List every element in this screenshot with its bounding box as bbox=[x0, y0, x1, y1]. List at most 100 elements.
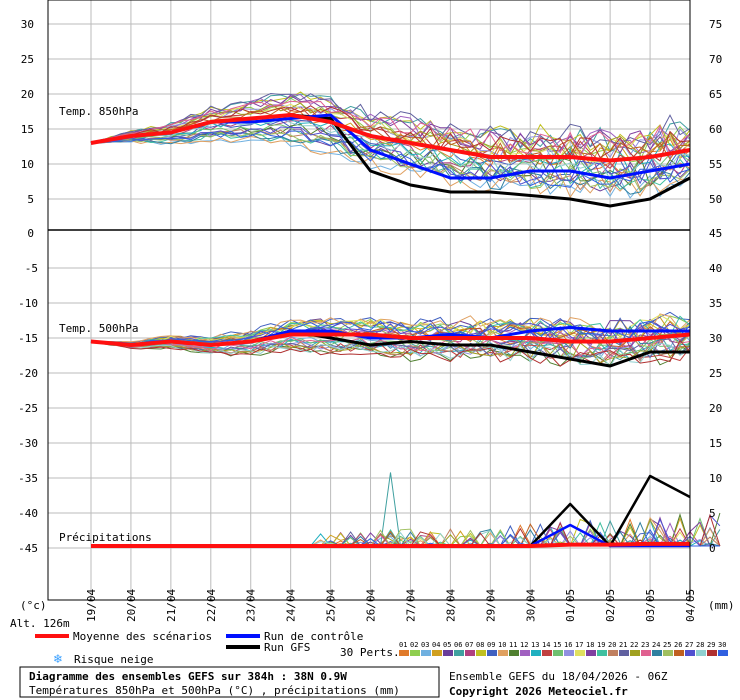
member-line-850 bbox=[90, 100, 691, 156]
y-tick-left-850: 15 bbox=[21, 123, 34, 136]
pert-legend-swatch bbox=[564, 650, 574, 656]
pert-legend-swatch bbox=[542, 650, 552, 656]
altitude-label: Alt. 126m bbox=[10, 617, 70, 630]
date-tick-label: 01/05 bbox=[564, 589, 577, 622]
pert-legend-swatch bbox=[663, 650, 673, 656]
date-tick-label: 27/04 bbox=[404, 589, 417, 622]
pert-legend-swatch bbox=[608, 650, 618, 656]
pert-legend-swatch bbox=[465, 650, 475, 656]
pert-legend-swatch bbox=[619, 650, 629, 656]
member-line-850 bbox=[90, 103, 691, 163]
pert-legend-swatch bbox=[487, 650, 497, 656]
member-line-500 bbox=[90, 339, 691, 367]
y-tick-right-500: 20 bbox=[709, 402, 722, 415]
legend-control-label: Run de contrôle bbox=[264, 630, 363, 643]
panel-label-850: Temp. 850hPa bbox=[59, 105, 138, 118]
y-tick-right-500: 30 bbox=[709, 332, 722, 345]
mean-line-precip bbox=[91, 541, 690, 548]
pert-legend-label: 26 bbox=[674, 641, 682, 649]
member-line-850 bbox=[90, 119, 691, 182]
date-tick-label: 21/04 bbox=[165, 589, 178, 622]
pert-legend-label: 14 bbox=[542, 641, 550, 649]
pert-legend-swatch bbox=[520, 650, 530, 656]
member-line-850 bbox=[90, 119, 691, 180]
pert-legend-label: 08 bbox=[476, 641, 484, 649]
pert-legend-swatch bbox=[696, 650, 706, 656]
footer-box bbox=[19, 666, 440, 698]
pert-legend-swatch bbox=[410, 650, 420, 656]
pert-legend-label: 25 bbox=[663, 641, 671, 649]
y-tick-right-500: 15 bbox=[709, 437, 722, 450]
pert-legend-label: 09 bbox=[487, 641, 495, 649]
y-tick-left-850: 25 bbox=[21, 53, 34, 66]
unit-left: (°c) bbox=[20, 599, 47, 612]
date-tick-label: 26/04 bbox=[365, 589, 378, 622]
date-tick-label: 20/04 bbox=[125, 589, 138, 622]
y-tick-right-850: 50 bbox=[709, 193, 722, 206]
footer-subtitle: Températures 850hPa et 500hPa (°C) , pré… bbox=[29, 684, 400, 697]
y-tick-left-500: -30 bbox=[18, 437, 38, 450]
y-tick-left-850: 0 bbox=[27, 227, 34, 240]
y-tick-right-500: 35 bbox=[709, 297, 722, 310]
legend-perts-label: 30 Perts. bbox=[340, 646, 400, 659]
footer-run: Ensemble GEFS du 18/04/2026 - 06Z bbox=[449, 670, 668, 683]
pert-legend-label: 06 bbox=[454, 641, 462, 649]
pert-legend-label: 16 bbox=[564, 641, 572, 649]
pert-legend-swatch bbox=[597, 650, 607, 656]
pert-legend-swatch bbox=[575, 650, 585, 656]
y-tick-right-500: 0 bbox=[709, 542, 716, 555]
pert-legend-swatch bbox=[630, 650, 640, 656]
legend-snow-label: Risque neige bbox=[74, 653, 153, 666]
pert-legend-label: 21 bbox=[619, 641, 627, 649]
y-tick-left-500: -40 bbox=[18, 507, 38, 520]
y-tick-left-500: -25 bbox=[18, 402, 38, 415]
date-tick-label: 23/04 bbox=[245, 589, 258, 622]
pert-legend-label: 11 bbox=[509, 641, 517, 649]
pert-legend-label: 19 bbox=[597, 641, 605, 649]
y-tick-right-850: 45 bbox=[709, 227, 722, 240]
member-line-500 bbox=[90, 311, 691, 344]
pert-legend-label: 30 bbox=[718, 641, 726, 649]
unit-right: (mm) bbox=[708, 599, 735, 612]
pert-legend-label: 03 bbox=[421, 641, 429, 649]
y-tick-left-500: -20 bbox=[18, 367, 38, 380]
y-tick-left-500: -10 bbox=[18, 297, 38, 310]
chart-axes: 19/04 20/04 21/04 22/04 23/04 24/04 25/04 26/04… bbox=[18, 0, 722, 622]
y-tick-left-500: -35 bbox=[18, 472, 38, 485]
pert-legend-swatch bbox=[498, 650, 508, 656]
pert-legend-label: 27 bbox=[685, 641, 693, 649]
snowflake-icon: ❄ bbox=[53, 652, 63, 666]
pert-legend-label: 23 bbox=[641, 641, 649, 649]
y-tick-right-850: 65 bbox=[709, 88, 722, 101]
pert-legend-label: 02 bbox=[410, 641, 418, 649]
member-line-850 bbox=[90, 132, 691, 195]
mean-line-500 bbox=[90, 332, 691, 347]
y-tick-left-850: 30 bbox=[21, 18, 34, 31]
member-line-850 bbox=[90, 126, 691, 185]
pert-legend-swatch bbox=[586, 650, 596, 656]
pert-legend-swatch bbox=[432, 650, 442, 656]
date-tick-label: 24/04 bbox=[285, 589, 298, 622]
date-tick-label: 19/04 bbox=[85, 589, 98, 622]
plot-frame bbox=[47, 0, 691, 601]
pert-legend-label: 05 bbox=[443, 641, 451, 649]
date-tick-label: 28/04 bbox=[444, 589, 457, 622]
member-line-850 bbox=[90, 130, 691, 188]
pert-legend-label: 01 bbox=[399, 641, 407, 649]
pert-legend-swatch bbox=[399, 650, 409, 656]
legend-mean-label: Moyenne des scénarios bbox=[73, 630, 212, 643]
y-tick-left-850: 20 bbox=[21, 88, 34, 101]
pert-legend-swatch bbox=[531, 650, 541, 656]
pert-legend-label: 20 bbox=[608, 641, 616, 649]
pert-legend-swatch bbox=[641, 650, 651, 656]
date-tick-label: 29/04 bbox=[484, 589, 497, 622]
chart-grid bbox=[48, 0, 691, 600]
member-line-500 bbox=[90, 337, 691, 364]
pert-legend-swatch bbox=[476, 650, 486, 656]
y-tick-left-500: -15 bbox=[18, 332, 38, 345]
mean-line-850 bbox=[90, 113, 691, 163]
y-tick-right-850: 70 bbox=[709, 53, 722, 66]
date-tick-label: 22/04 bbox=[205, 589, 218, 622]
pert-legend-label: 17 bbox=[575, 641, 583, 649]
